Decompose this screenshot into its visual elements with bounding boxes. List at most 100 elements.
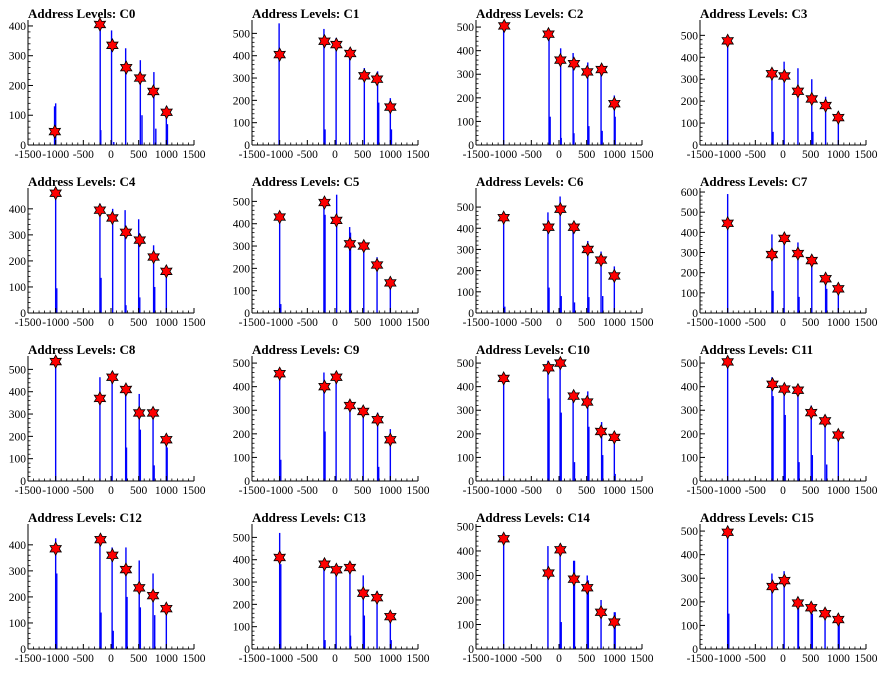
y-tick-label: 300 [681, 74, 699, 86]
y-tick-label: 300 [9, 51, 27, 63]
star-marker [721, 215, 735, 231]
x-tick-label: -1000 [42, 149, 69, 161]
star-marker [607, 614, 621, 630]
y-tick-label: 300 [457, 244, 475, 256]
chart-panel-12: Address Levels: C12 0 100 200 300 400 -1500 -10… [9, 510, 206, 665]
star-marker [146, 84, 160, 99]
y-tick-label: 500 [457, 521, 475, 533]
y-tick-label: 100 [233, 286, 251, 298]
y-tick-label: 400 [457, 382, 475, 394]
star-marker [580, 580, 594, 596]
x-tick-label: 0 [108, 653, 114, 665]
x-tick-label: 0 [780, 485, 786, 497]
star-marker [804, 405, 818, 420]
x-tick-label: 1000 [827, 317, 850, 329]
chart-panel-14: Address Levels: C14 0 100 200 300 400 500 -1500… [457, 510, 654, 665]
y-tick-label: 400 [233, 382, 251, 394]
x-tick-label: 1500 [183, 485, 206, 497]
x-tick-label: 1000 [155, 485, 178, 497]
x-tick-label: 500 [130, 149, 148, 161]
y-tick-label: 100 [681, 288, 699, 300]
x-tick-label: 500 [578, 149, 596, 161]
y-tick-label: 0 [20, 308, 26, 320]
y-tick-label: 100 [681, 452, 699, 464]
star-marker [318, 195, 331, 210]
star-marker [580, 64, 594, 80]
star-marker [119, 60, 133, 75]
star-marker [370, 71, 384, 87]
y-tick-label: 200 [681, 96, 699, 108]
y-tick-label: 200 [233, 429, 251, 441]
x-tick-label: -500 [521, 317, 542, 329]
star-marker [497, 18, 511, 34]
star-marker [542, 26, 555, 42]
y-tick-label: 400 [457, 546, 475, 558]
x-tick-label: -1500 [15, 485, 42, 497]
x-tick-label: 1000 [603, 149, 626, 161]
star-marker [49, 541, 63, 557]
y-tick-label: 300 [681, 573, 699, 585]
x-tick-label: 500 [130, 653, 148, 665]
y-tick-label: 200 [457, 595, 475, 607]
y-tick-label: 200 [233, 599, 251, 611]
y-tick-label: 400 [233, 51, 251, 63]
y-tick-label: 0 [692, 476, 698, 488]
chart-panel-4: Address Levels: C4 0 100 200 300 400 -1500 -100… [9, 174, 206, 329]
chart-panel-15: Address Levels: C15 0 100 200 300 400 500 -1500… [681, 510, 878, 665]
y-tick-label: 200 [681, 268, 699, 280]
star-marker [805, 253, 819, 268]
star-marker [146, 405, 160, 421]
y-tick-label: 200 [457, 266, 475, 278]
star-marker [594, 604, 608, 620]
chart-panel-0: Address Levels: C0 0 100 200 300 400 -1500 -100… [9, 6, 206, 161]
x-tick-label: -500 [73, 485, 94, 497]
y-tick-label: 500 [681, 358, 699, 370]
chart-title: Address Levels: C13 [252, 510, 366, 525]
star-marker [497, 531, 511, 547]
y-tick-label: 200 [457, 93, 475, 105]
x-tick-label: 1000 [827, 485, 850, 497]
star-marker [133, 232, 147, 248]
x-tick-label: -1500 [15, 317, 42, 329]
x-tick-label: -1500 [239, 317, 266, 329]
y-tick-label: 500 [457, 358, 475, 370]
star-marker [765, 247, 779, 262]
y-tick-label: 400 [9, 540, 27, 552]
x-tick-label: -1000 [714, 317, 741, 329]
chart-panel-10: Address Levels: C10 0 100 200 300 400 500 -1500… [457, 342, 654, 497]
star-marker [49, 185, 63, 201]
star-marker [133, 70, 147, 86]
x-tick-label: 500 [130, 317, 148, 329]
star-marker [554, 52, 567, 68]
star-marker [542, 565, 555, 581]
chart-title: Address Levels: C3 [700, 6, 808, 21]
x-tick-label: 1000 [603, 485, 626, 497]
y-tick-label: 300 [233, 405, 251, 417]
star-marker [791, 595, 805, 611]
x-tick-label: 1000 [379, 317, 402, 329]
star-marker [273, 209, 287, 225]
y-tick-label: 500 [233, 358, 251, 370]
star-marker [318, 379, 331, 395]
y-tick-label: 400 [233, 555, 251, 567]
y-tick-label: 200 [9, 431, 27, 443]
y-tick-label: 0 [692, 644, 698, 656]
y-tick-label: 300 [233, 241, 251, 253]
y-tick-label: 0 [244, 140, 250, 152]
x-tick-label: -1500 [687, 653, 714, 665]
x-tick-label: -1500 [239, 653, 266, 665]
x-tick-label: 1500 [855, 653, 878, 665]
x-tick-label: -1500 [463, 317, 490, 329]
y-tick-label: 0 [20, 644, 26, 656]
y-tick-label: 400 [681, 227, 699, 239]
x-tick-label: 500 [578, 653, 596, 665]
chart-title: Address Levels: C1 [252, 6, 359, 21]
star-marker [146, 588, 160, 603]
star-marker [318, 33, 331, 49]
star-marker [383, 609, 397, 624]
star-marker [159, 263, 173, 279]
x-tick-label: 0 [780, 653, 786, 665]
star-marker [791, 246, 805, 261]
x-tick-label: 1000 [379, 485, 402, 497]
y-tick-label: 100 [9, 282, 27, 294]
